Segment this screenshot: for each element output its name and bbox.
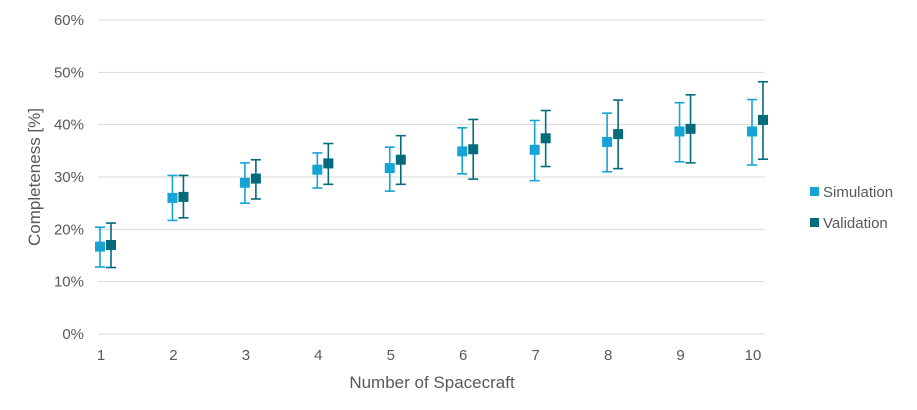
y-tick-label: 10% <box>54 274 84 291</box>
data-point <box>250 173 261 184</box>
x-tick-label: 1 <box>97 347 105 364</box>
data-point <box>468 144 479 155</box>
y-tick-label: 30% <box>54 169 84 186</box>
legend: Simulation Validation <box>810 184 893 232</box>
x-axis-title: Number of Spacecraft <box>349 373 515 392</box>
data-point <box>685 123 696 134</box>
data-point <box>457 146 468 157</box>
y-tick-label: 40% <box>54 117 84 134</box>
data-point <box>167 192 178 203</box>
data-point <box>95 241 105 252</box>
y-axis-ticks: 0% 10% 20% 30% 40% 50% 60% <box>54 12 84 343</box>
data-point <box>602 136 613 147</box>
data-point <box>323 158 334 169</box>
data-point <box>613 129 624 140</box>
data-point <box>395 154 406 165</box>
series-simulation <box>95 98 757 268</box>
x-tick-label: 10 <box>745 347 762 364</box>
x-tick-label: 6 <box>459 347 467 364</box>
y-axis-title: Completeness [%] <box>25 108 44 246</box>
data-point <box>540 133 551 144</box>
series-layer <box>95 80 768 269</box>
gridlines <box>98 19 765 335</box>
data-point <box>674 126 685 137</box>
series-validation <box>106 80 768 269</box>
data-point <box>239 177 250 188</box>
data-point <box>312 164 323 175</box>
y-tick-label: 0% <box>62 326 84 343</box>
x-tick-label: 3 <box>242 347 250 364</box>
y-tick-label: 50% <box>54 64 84 81</box>
legend-label: Simulation <box>823 184 893 201</box>
data-point <box>758 114 768 125</box>
y-tick-label: 20% <box>54 221 84 238</box>
data-point <box>529 144 540 155</box>
data-point <box>384 163 395 174</box>
x-axis-ticks: 1 2 3 4 5 6 7 8 9 10 <box>97 347 762 364</box>
x-tick-label: 7 <box>531 347 539 364</box>
legend-label: Validation <box>823 215 888 232</box>
x-tick-label: 2 <box>169 347 177 364</box>
data-point <box>106 240 116 251</box>
data-point <box>178 191 189 202</box>
x-tick-label: 8 <box>604 347 612 364</box>
data-point <box>747 126 757 137</box>
legend-swatch <box>810 218 819 227</box>
x-tick-label: 9 <box>676 347 684 364</box>
x-tick-label: 4 <box>314 347 322 364</box>
y-tick-label: 60% <box>54 12 84 29</box>
x-tick-label: 5 <box>387 347 395 364</box>
legend-swatch <box>810 187 819 196</box>
